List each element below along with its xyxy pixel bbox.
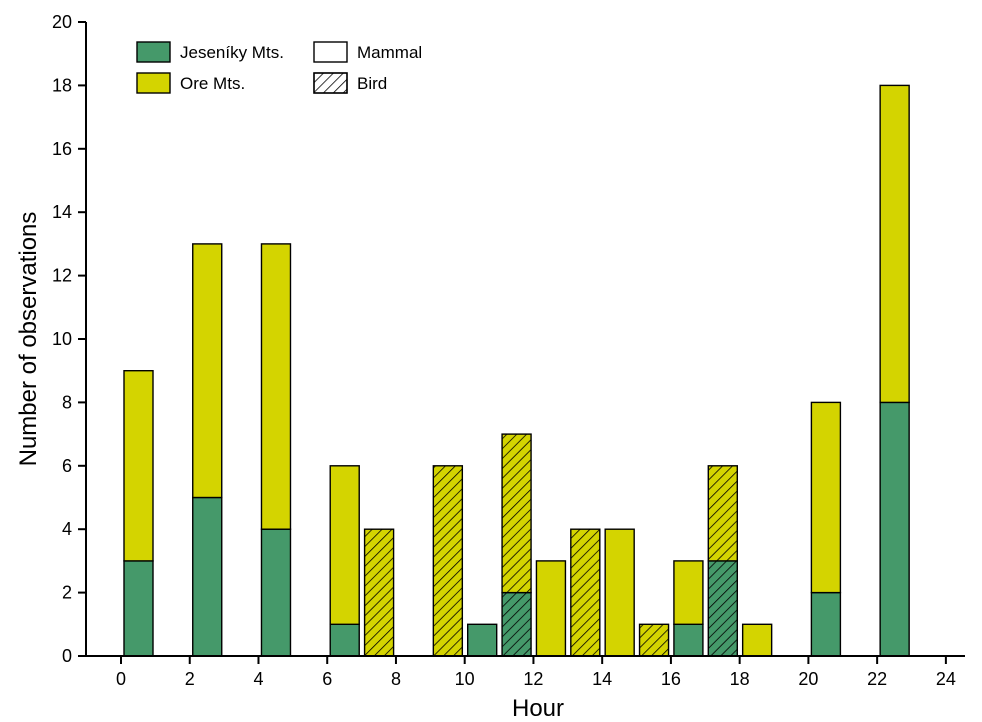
bar-ore-h14-mammal xyxy=(604,528,635,657)
y-axis-title: Number of observations xyxy=(15,212,42,467)
legend-swatch xyxy=(313,41,348,63)
bar-ore-h16-mammal xyxy=(673,560,704,626)
y-tick-label: 20 xyxy=(52,12,72,32)
bar-ore-h4-mammal xyxy=(260,243,292,530)
x-tick-label: 16 xyxy=(661,669,681,689)
bar-ore-h18-mammal xyxy=(741,623,773,657)
bar-jeseniky-h11-bird xyxy=(501,591,532,657)
y-tick-label: 0 xyxy=(62,646,72,666)
x-tick-label: 0 xyxy=(116,669,126,689)
legend: Jeseníky Mts. Ore Mts. Mammal Bird xyxy=(136,41,422,94)
legend-label: Ore Mts. xyxy=(180,74,245,93)
bar-jeseniky-h17-bird xyxy=(707,560,738,657)
bar-ore-h17-bird xyxy=(707,465,738,562)
bar-jeseniky-h0-mammal xyxy=(123,560,154,657)
y-tick-label: 18 xyxy=(52,75,72,95)
y-tick-label: 14 xyxy=(52,202,72,222)
bar-jeseniky-h10-mammal xyxy=(467,623,498,657)
bar-jeseniky-h22-mammal xyxy=(879,401,910,657)
y-tick-label: 8 xyxy=(62,392,72,412)
y-tick-label: 4 xyxy=(62,519,72,539)
x-axis-title: Hour xyxy=(512,695,564,722)
bar-ore-h7-bird xyxy=(363,528,395,657)
bar-ore-h12-mammal xyxy=(535,560,567,657)
x-tick-label: 12 xyxy=(523,669,543,689)
legend-label: Bird xyxy=(357,74,387,93)
x-tick-label: 4 xyxy=(253,669,263,689)
x-tick-label: 6 xyxy=(322,669,332,689)
y-tick-label: 12 xyxy=(52,266,72,286)
x-tick-label: 10 xyxy=(455,669,475,689)
bar-ore-h6-mammal xyxy=(329,465,360,625)
bar-ore-h0-mammal xyxy=(123,370,154,562)
bar-jeseniky-h2-mammal xyxy=(192,496,223,657)
legend-entry-bird: Bird xyxy=(313,72,387,94)
y-tick-label: 2 xyxy=(62,583,72,603)
y-tick-label: 10 xyxy=(52,329,72,349)
legend-entry-jesen-ky-mts: Jeseníky Mts. xyxy=(136,41,284,63)
legend-swatch xyxy=(136,41,171,63)
bar-jeseniky-h16-mammal xyxy=(673,623,704,657)
bar-jeseniky-h20-mammal xyxy=(810,591,842,657)
x-tick-label: 24 xyxy=(936,669,956,689)
bar-ore-h20-mammal xyxy=(810,401,842,594)
legend-hatch-swatch xyxy=(313,72,348,94)
bar-ore-h11-bird xyxy=(501,433,532,594)
x-tick-label: 18 xyxy=(730,669,750,689)
bar-jeseniky-h4-mammal xyxy=(260,528,292,657)
y-tick-label: 6 xyxy=(62,456,72,476)
bar-ore-h9-bird xyxy=(432,465,464,657)
x-tick-label: 14 xyxy=(592,669,612,689)
bar-ore-h13-bird xyxy=(570,528,601,657)
x-tick-label: 22 xyxy=(867,669,887,689)
bars-layer xyxy=(123,84,910,657)
legend-label: Mammal xyxy=(357,43,422,62)
y-tick-label: 16 xyxy=(52,139,72,159)
bar-jeseniky-h6-mammal xyxy=(329,623,360,657)
legend-swatch xyxy=(136,72,171,94)
legend-label: Jeseníky Mts. xyxy=(180,43,284,62)
x-tick-label: 8 xyxy=(391,669,401,689)
x-tick-label: 2 xyxy=(185,669,195,689)
x-tick-label: 20 xyxy=(798,669,818,689)
bar-ore-h2-mammal xyxy=(192,243,223,499)
bar-ore-h22-mammal xyxy=(879,84,910,404)
legend-entry-ore-mts: Ore Mts. xyxy=(136,72,245,94)
legend-entry-mammal: Mammal xyxy=(313,41,422,63)
bar-ore-h15-bird xyxy=(638,623,670,657)
